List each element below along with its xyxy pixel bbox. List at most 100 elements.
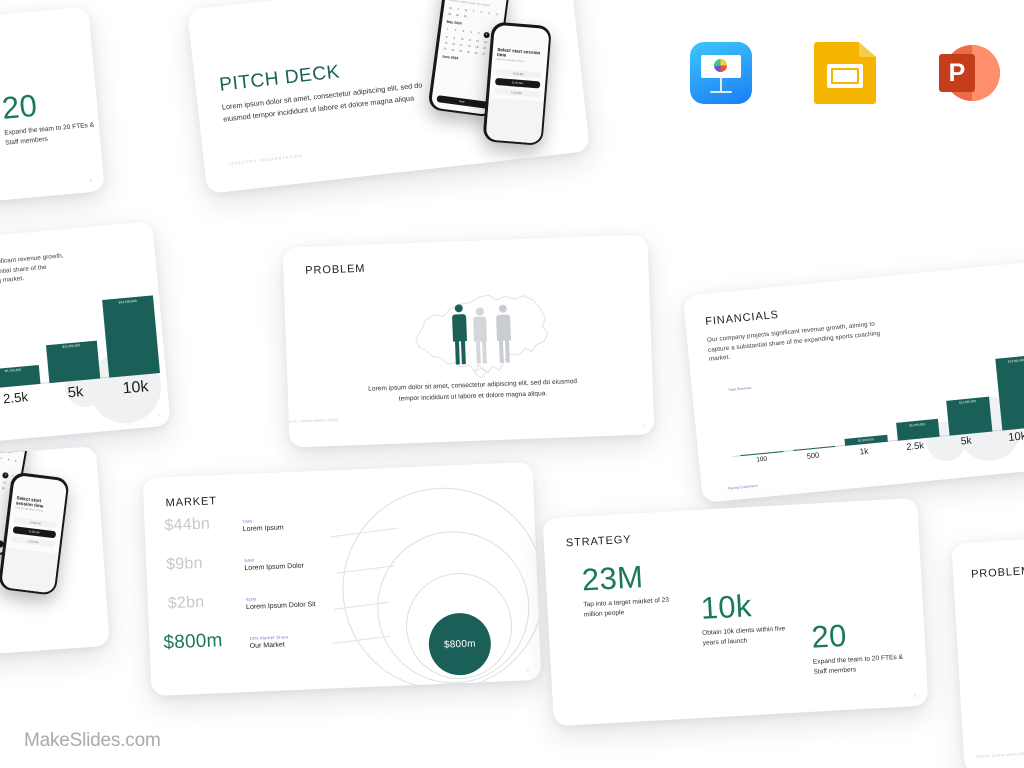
calendar-day[interactable]: 24 xyxy=(458,49,463,53)
chart-category-label: 10k xyxy=(1007,430,1024,444)
time-option[interactable]: 11:30 AM xyxy=(11,536,55,548)
chart-bar: $11,500,000 xyxy=(946,396,992,436)
calendar-day-selected[interactable]: 6 xyxy=(2,471,10,479)
calendar-day-selected[interactable]: 6 xyxy=(483,31,490,39)
market-amount: $2bn xyxy=(167,593,205,613)
chart-category-label: 10k xyxy=(121,378,150,398)
chart-category-label: 100 xyxy=(755,455,768,464)
weekday: F xyxy=(0,457,3,461)
google-slides-icon[interactable] xyxy=(814,42,876,104)
chart-bar-column: $2,300,000 xyxy=(838,370,888,446)
calendar-day[interactable]: 3 xyxy=(462,30,465,34)
calendar-day[interactable]: 30 xyxy=(463,14,467,19)
slide-problem-partial-right[interactable]: PROBLEM Source: Lorem Ipsum (2024) xyxy=(951,536,1024,768)
calendar-day[interactable]: 26 xyxy=(474,51,478,55)
calendar-day[interactable]: 20 xyxy=(482,46,487,50)
market-row-sam: $9bn SAM Lorem Ipsum Dolor xyxy=(166,551,304,576)
weekday: S xyxy=(488,12,491,16)
powerpoint-icon[interactable]: P xyxy=(938,42,1000,104)
stat-number: 10k xyxy=(699,588,753,626)
slide-strategy[interactable]: STRATEGY 23M Tap into a target market of… xyxy=(542,497,929,727)
slide-source-footer: Source: Lorem Ipsum (2024) xyxy=(283,417,339,424)
stat-block-clients: 10k Obtain 10k clients within five years… xyxy=(700,587,803,648)
slide-problem[interactable]: PROBLEM xyxy=(282,234,655,448)
chart-x-axis-label: Paying Customers xyxy=(727,484,758,491)
keynote-base xyxy=(710,91,732,93)
chart-category-label: 2.5k xyxy=(905,440,925,452)
phone-screen: Select start session time Pick the durat… xyxy=(485,24,550,144)
phone-lower-panel xyxy=(485,96,544,144)
slide-phone-mockups-partial-left[interactable]: Select start session date Choose a date … xyxy=(0,446,110,658)
chart-bar-column: $450,000 xyxy=(786,375,836,454)
chart-category-label: 500 xyxy=(806,450,820,461)
region-map-outline xyxy=(415,294,549,379)
market-row-tam: $44bn TAM Lorem Ipsum xyxy=(164,512,284,536)
page-fold xyxy=(858,42,876,57)
stat-description: Obtain 10k clients within five years of … xyxy=(701,625,786,647)
spacer xyxy=(477,17,483,21)
person-icon xyxy=(472,307,490,364)
calendar-day[interactable]: 17 xyxy=(459,43,464,47)
calendar-day[interactable]: 28 xyxy=(447,12,452,17)
spacer xyxy=(470,16,476,20)
market-amount: $44bn xyxy=(164,515,211,535)
phone-mockup-time-picker: Select start session time Pick the durat… xyxy=(482,21,552,146)
calendar-day[interactable]: 10 xyxy=(460,37,464,41)
spacer xyxy=(485,18,491,22)
chart-bar-column: $23,500,000 xyxy=(101,295,160,378)
stat-number: 20 xyxy=(810,617,848,655)
calendar-day[interactable]: 13 xyxy=(483,40,488,44)
chart-bar-column: $5,750,000 xyxy=(890,365,940,441)
chart-category-label: 5k xyxy=(67,384,84,402)
calendar-day[interactable]: 11 xyxy=(468,38,472,42)
chart-bar: $23,500,000 xyxy=(994,354,1024,431)
calendar-day[interactable]: 12 xyxy=(475,39,480,43)
calendar-day[interactable]: 20 xyxy=(1,486,6,491)
slide-body-text: Lorem ipsum dolor sit amet, consectetur … xyxy=(368,378,578,403)
map-illustration xyxy=(399,282,567,383)
calendar-day[interactable]: 23 xyxy=(451,48,455,52)
calendar-day[interactable]: 18 xyxy=(467,44,471,48)
time-option-selected[interactable]: 11:00 AM xyxy=(494,77,540,89)
calendar-day[interactable]: 8 xyxy=(445,35,448,39)
stat-block-target-market: 23M Tap into a target market of 23 milli… xyxy=(581,559,689,621)
calendar-day[interactable]: 2 xyxy=(454,29,457,33)
slide-strategy-partial-left[interactable]: 10k Obtain 10k clients within five years… xyxy=(0,6,105,211)
phone-screen: Select start session time Pick the durat… xyxy=(0,474,67,593)
slide-footer: INVESTOR PRESENTATION xyxy=(228,153,304,167)
time-option[interactable]: 11:30 AM xyxy=(493,87,540,98)
calendar-day[interactable]: 1 xyxy=(446,28,449,32)
chart-bar-column: $23,500,000 xyxy=(994,354,1024,431)
market-row-our-market: $800m 10% Market Share Our Market xyxy=(163,627,289,654)
calendar-day[interactable]: 19 xyxy=(475,45,479,49)
calendar-day[interactable]: 9 xyxy=(453,36,456,40)
slide-financials-partial-left[interactable]: Our company projects significant revenue… xyxy=(0,221,171,448)
slide-market[interactable]: MARKET $800m $44bn TAM Lorem Ipsum $9bn … xyxy=(142,461,542,697)
calendar-day[interactable]: 4 xyxy=(469,31,472,35)
calendar-day[interactable]: 5 xyxy=(477,32,480,36)
slide-financials[interactable]: FINANCIALS Our company projects signific… xyxy=(682,260,1024,504)
weekday: T xyxy=(472,10,475,14)
slide-source-footer: Source: Lorem Ipsum (2024) xyxy=(975,751,1024,759)
chart-bar-value-label: $23,500,000 xyxy=(1007,357,1024,364)
stat-number: 20 xyxy=(0,87,39,126)
keynote-icon[interactable] xyxy=(690,42,752,104)
calendar-day[interactable]: 13 xyxy=(2,480,7,485)
site-watermark: MakeSlides.com xyxy=(24,730,161,751)
chart-category-label: 1k xyxy=(859,445,869,457)
time-option[interactable]: 10:30 AM xyxy=(495,68,541,79)
calendar-day[interactable]: 15 xyxy=(444,41,448,45)
chart-bar-value-label: $11,500,000 xyxy=(959,399,977,405)
slide-pitch-deck[interactable]: PITCH DECK Lorem ipsum dolor sit amet, c… xyxy=(186,0,591,194)
spacer xyxy=(493,19,499,23)
calendar-day[interactable]: 25 xyxy=(466,50,470,54)
calendar-day[interactable]: 16 xyxy=(451,42,456,46)
slide-frame xyxy=(827,64,863,88)
calendar-day[interactable]: 29 xyxy=(455,13,460,18)
person-icon xyxy=(494,304,513,363)
calendar-day[interactable]: 22 xyxy=(443,47,447,51)
market-name: Lorem Ipsum Dolor xyxy=(244,562,305,573)
calendar-day[interactable]: 27 xyxy=(482,52,486,56)
phone-next-button[interactable]: Next xyxy=(435,94,488,109)
